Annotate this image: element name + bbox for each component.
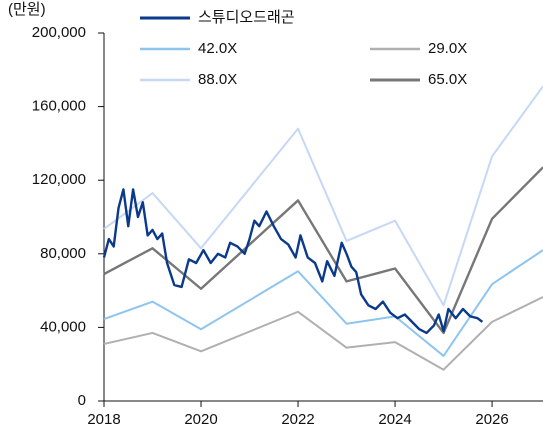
y-tick-label: 40,000 <box>40 318 86 335</box>
legend-label: 29.0X <box>428 40 467 57</box>
y-tick-label: 160,000 <box>32 98 86 115</box>
x-tick-label: 2022 <box>281 411 314 428</box>
series-line <box>103 166 543 335</box>
legend-label: 스튜디오드래곤 <box>198 9 295 26</box>
x-tick-label: 2018 <box>87 411 120 428</box>
y-tick-label: 80,000 <box>40 245 86 262</box>
x-tick-label: 2026 <box>475 411 508 428</box>
y-tick-label: 200,000 <box>32 24 86 41</box>
x-tick-label: 2020 <box>184 411 217 428</box>
y-unit: (만원) <box>8 1 46 18</box>
x-tick-label: 2024 <box>378 411 411 428</box>
series-line <box>103 296 543 371</box>
legend-label: 42.0X <box>198 40 237 57</box>
y-tick-label: 0 <box>78 392 86 409</box>
series-line <box>102 188 484 335</box>
series-line <box>103 85 543 307</box>
y-tick-label: 120,000 <box>32 171 86 188</box>
series-line <box>103 249 543 357</box>
legend-label: 88.0X <box>198 71 237 88</box>
legend-label: 65.0X <box>428 71 467 88</box>
